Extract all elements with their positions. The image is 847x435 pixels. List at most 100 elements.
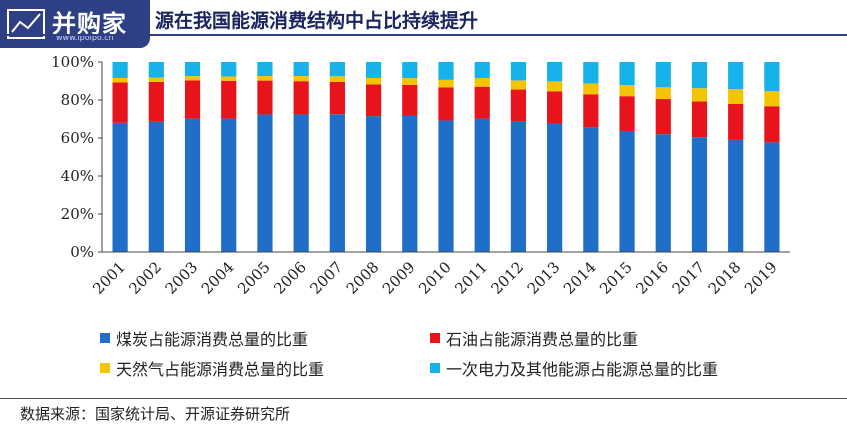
x-tick-label: 2012 <box>488 258 528 298</box>
y-tick-label: 100% <box>51 53 94 71</box>
bar-segment-2006-3 <box>293 62 309 77</box>
bar-segment-2019-2 <box>764 91 780 107</box>
bar-segment-2004-2 <box>221 76 237 81</box>
bar-segment-2014-3 <box>583 62 599 84</box>
bar-segment-2016-1 <box>655 99 671 135</box>
bar-segment-2014-1 <box>583 94 599 128</box>
legend-item-gas: 天然气占能源消费总量的比重 <box>100 356 324 380</box>
bar-segment-2002-1 <box>148 81 164 122</box>
legend-item-oil: 石油占能源消费总量的比重 <box>430 326 638 350</box>
legend: 煤炭占能源消费总量的比重 石油占能源消费总量的比重 天然气占能源消费总量的比重 … <box>100 322 800 382</box>
bar-segment-2008-2 <box>365 77 382 85</box>
x-tick-label: 2008 <box>343 258 383 298</box>
bar-segment-2003-1 <box>184 80 201 119</box>
chart-title: 源在我国能源消费结构中占比持续提升 <box>155 10 479 32</box>
x-tick-label: 2013 <box>524 258 564 298</box>
bar-segment-2014-0 <box>583 127 599 252</box>
chart-logo-icon <box>7 9 45 39</box>
bar-segment-2010-0 <box>438 120 454 253</box>
bar-segment-2015-3 <box>619 62 635 85</box>
bar-segment-2017-2 <box>691 88 708 102</box>
bar-segment-2011-1 <box>474 86 490 119</box>
bar-segment-2007-2 <box>329 76 345 82</box>
y-tick-label: 20% <box>61 205 94 223</box>
bar-segment-2004-0 <box>221 118 237 253</box>
bar-segment-2001-1 <box>112 82 128 123</box>
bar-segment-2016-2 <box>655 87 671 100</box>
bar-segment-2008-1 <box>365 84 382 117</box>
bar-segment-2011-0 <box>474 118 490 253</box>
bar-segment-2003-2 <box>184 76 201 81</box>
bar-segment-2018-3 <box>728 62 744 90</box>
bar-segment-2012-0 <box>510 121 527 252</box>
bar-segment-2011-2 <box>474 77 490 87</box>
bar-segment-2004-3 <box>221 62 237 77</box>
bar-segment-2009-2 <box>402 78 418 85</box>
logo-text: 并购家 <box>52 10 127 38</box>
x-tick-label: 2015 <box>596 258 636 298</box>
bar-segment-2014-2 <box>583 83 599 95</box>
bar-segment-2006-0 <box>293 114 309 252</box>
bar-segment-2008-0 <box>365 116 382 253</box>
y-tick-label: 60% <box>61 129 94 147</box>
bar-segment-2001-2 <box>112 77 128 83</box>
bar-segment-2008-3 <box>365 62 382 78</box>
x-tick-label: 2004 <box>198 258 238 298</box>
bar-segment-2001-0 <box>112 122 128 252</box>
legend-swatch-oil <box>430 333 440 343</box>
legend-item-coal: 煤炭占能源消费总量的比重 <box>100 326 308 350</box>
legend-swatch-gas <box>100 363 110 373</box>
bar-segment-2005-0 <box>257 114 273 252</box>
bar-segment-2016-0 <box>655 134 671 252</box>
bar-segment-2003-0 <box>184 118 201 253</box>
bars <box>112 62 780 253</box>
bar-segment-2013-0 <box>547 123 563 252</box>
x-tick-label: 2001 <box>89 258 129 298</box>
x-axis: 2001200220032004200520062007200820092010… <box>89 251 790 298</box>
bar-segment-2001-3 <box>112 62 128 78</box>
bar-segment-2004-1 <box>221 80 237 119</box>
bar-segment-2019-1 <box>764 106 780 143</box>
x-tick-label: 2018 <box>705 258 745 298</box>
y-axis: 0% 20% 40% 60% 80% 100% <box>51 53 103 261</box>
bar-segment-2003-3 <box>184 62 201 77</box>
title-underline <box>0 34 847 36</box>
bar-segment-2019-3 <box>764 62 780 92</box>
bar-segment-2005-3 <box>257 62 273 77</box>
bar-segment-2012-3 <box>510 62 527 81</box>
bar-segment-2015-2 <box>619 84 635 97</box>
logo-url: www.ipoipo.cn <box>56 33 114 42</box>
legend-item-primary-power: 一次电力及其他能源占能源总量的比重 <box>430 356 718 380</box>
bar-segment-2009-0 <box>402 115 418 253</box>
source-note: 数据来源：国家统计局、开源证券研究所 <box>20 405 291 423</box>
x-tick-label: 2002 <box>125 258 165 298</box>
bar-segment-2009-3 <box>402 62 418 79</box>
bar-segment-2018-0 <box>728 139 744 252</box>
bar-segment-2018-2 <box>728 89 744 104</box>
x-tick-label: 2017 <box>669 258 709 298</box>
watermark-logo: 并购家 www.ipoipo.cn <box>0 0 150 48</box>
bar-segment-2002-3 <box>148 62 164 78</box>
bar-segment-2005-2 <box>257 76 273 81</box>
legend-label-primary-power: 一次电力及其他能源占能源总量的比重 <box>446 360 719 379</box>
bar-segment-2005-1 <box>257 80 273 115</box>
bar-segment-2007-3 <box>329 62 345 77</box>
y-tick-label: 0% <box>70 243 94 261</box>
bar-segment-2013-2 <box>547 81 563 92</box>
bar-segment-2009-1 <box>402 84 418 116</box>
bar-segment-2006-1 <box>293 81 309 115</box>
bar-segment-2015-1 <box>619 96 635 131</box>
bar-segment-2012-2 <box>510 80 527 90</box>
y-tick-label: 80% <box>61 91 94 109</box>
bar-segment-2017-0 <box>691 137 708 252</box>
x-tick-label: 2005 <box>234 258 274 298</box>
y-tick-label: 40% <box>61 167 94 185</box>
bar-segment-2010-1 <box>438 87 454 121</box>
x-tick-label: 2009 <box>379 258 419 298</box>
bar-segment-2013-1 <box>547 91 563 124</box>
x-tick-label: 2011 <box>451 258 491 298</box>
bar-segment-2006-2 <box>293 76 309 82</box>
x-tick-label: 2007 <box>306 258 346 298</box>
x-tick-label: 2010 <box>415 258 455 298</box>
bar-segment-2002-0 <box>148 121 164 252</box>
